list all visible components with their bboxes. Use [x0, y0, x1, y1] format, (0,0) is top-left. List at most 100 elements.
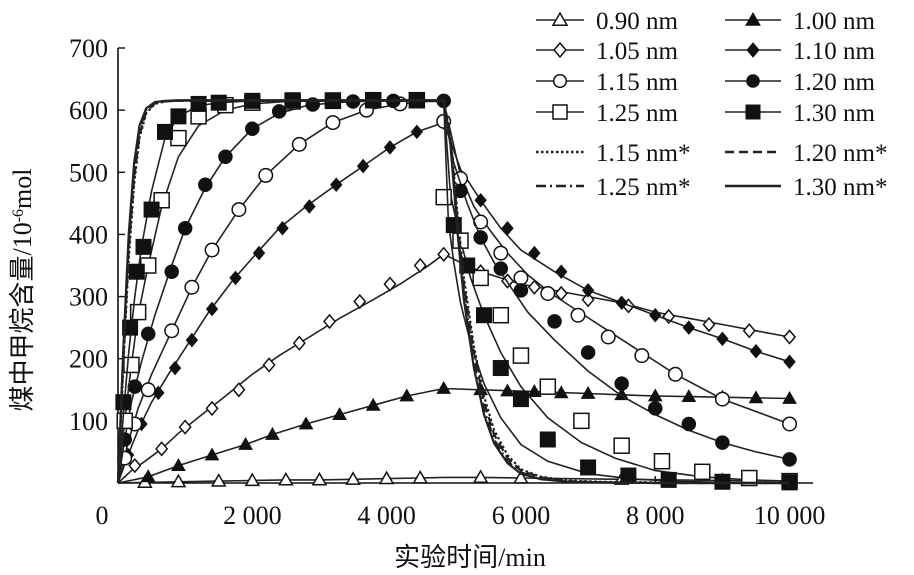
diamond-open-marker [742, 323, 756, 339]
triangle-filled-marker [265, 427, 280, 440]
triangle-open-marker [244, 472, 261, 487]
legend-item: 1.30 nm [725, 100, 876, 127]
diamond-filled-marker [783, 354, 796, 370]
diamond-filled-marker [168, 360, 182, 376]
diamond-open-marker [353, 293, 367, 310]
series-1-30-nm- [116, 99, 790, 485]
x-tick-label: 8 000 [626, 501, 685, 530]
x-tick-label: 6 000 [492, 501, 551, 530]
legend-label: 1.30 nm* [793, 174, 887, 201]
x-tick-label: 10 000 [754, 501, 826, 530]
series-1-10-nm [117, 115, 796, 484]
triangle-filled-marker [782, 390, 797, 404]
square-filled-marker [190, 95, 207, 112]
legend-label: 1.25 nm [596, 100, 679, 127]
x-tick-label: 4 000 [357, 501, 416, 530]
triangle-open-marker [345, 471, 361, 485]
y-tick-label: 200 [69, 345, 108, 374]
diamond-filled-marker [682, 320, 696, 335]
circle-filled-marker [681, 416, 697, 432]
square-filled-marker [620, 467, 637, 484]
square-open-marker [123, 356, 140, 374]
legend-label: 1.20 nm [793, 69, 876, 96]
circle-filled-marker [473, 230, 488, 245]
circle-open-marker [714, 391, 730, 407]
circle-open-marker [204, 242, 220, 258]
triangle-filled-marker [238, 436, 253, 450]
y-axis-label-sup: -6 [10, 209, 27, 222]
diamond-filled-marker [205, 301, 219, 317]
diamond-filled-marker [185, 332, 199, 348]
diamond-open-marker [262, 357, 276, 373]
circle-filled-marker [198, 177, 213, 192]
legend-item: 1.20 nm [725, 69, 876, 96]
square-open-marker [694, 463, 711, 481]
series-1-25-nm [116, 91, 798, 490]
circle-open-marker [231, 202, 247, 218]
triangle-filled-marker [298, 416, 314, 430]
square-filled-marker [170, 108, 187, 125]
diamond-open-marker [553, 41, 567, 59]
diamond-filled-marker [252, 245, 266, 261]
circle-filled-marker [245, 121, 260, 137]
triangle-open-marker [412, 470, 428, 484]
square-filled-marker [135, 238, 152, 255]
legend-label: 0.90 nm [596, 8, 679, 35]
triangle-open-marker [210, 473, 227, 487]
triangle-open-marker [513, 470, 529, 484]
legend-label: 1.15 nm* [596, 140, 690, 167]
circle-open-marker [552, 73, 568, 89]
diamond-filled-marker [581, 283, 595, 298]
diamond-filled-marker [716, 331, 729, 347]
diamond-filled-marker [474, 192, 487, 208]
square-open-marker [472, 269, 489, 287]
triangle-filled-marker [332, 407, 347, 421]
square-open-marker [512, 347, 530, 364]
triangle-filled-marker [527, 384, 542, 398]
diamond-open-marker [178, 419, 192, 435]
circle-filled-marker [493, 261, 509, 276]
legend-label: 1.15 nm [596, 69, 679, 96]
y-tick-label: 100 [69, 407, 108, 436]
triangle-filled-marker [204, 447, 220, 461]
triangle-filled-marker [171, 458, 186, 471]
triangle-open-marker [551, 11, 569, 26]
diamond-filled-marker [383, 140, 397, 155]
circle-filled-marker [453, 183, 468, 199]
series-1-30-nm [115, 92, 798, 491]
y-tick-label: 500 [69, 158, 108, 187]
circle-open-marker [140, 382, 156, 398]
legend: 0.90 nm 1.00 nm 1.05 nm 1.10 nm 1.15 nm 1.20 … [536, 8, 887, 201]
legend-item: 0.90 nm [536, 8, 679, 35]
square-filled-marker [512, 391, 529, 408]
diamond-filled-marker [303, 199, 316, 214]
diamond-open-marker [527, 279, 541, 295]
series-layer [115, 91, 798, 491]
circle-filled-marker [513, 283, 529, 298]
triangle-open-marker [311, 471, 328, 486]
square-filled-marker [210, 94, 227, 111]
triangle-open-marker [472, 469, 489, 484]
square-filled-marker [660, 471, 677, 488]
circle-filled-marker [140, 326, 156, 342]
diamond-open-marker [437, 246, 451, 262]
legend-item: 1.05 nm [536, 38, 679, 65]
diamond-open-marker [581, 292, 595, 308]
legend-label: 1.30 nm [793, 100, 876, 127]
triangle-filled-marker [500, 383, 515, 397]
circle-filled-marker [614, 376, 629, 391]
triangle-filled-marker [553, 385, 569, 399]
x-tick-label: 2 000 [223, 501, 282, 530]
series-line [117, 476, 790, 484]
y-axis-label-main: 煤中甲烷含量/10 [8, 222, 37, 411]
circle-open-marker [634, 348, 650, 364]
circle-open-marker [540, 285, 556, 301]
circle-open-marker [600, 329, 616, 345]
diamond-open-marker [383, 276, 397, 292]
axes: 100 200 300 400 500 600 700 2 000 4 000 6 000 8 00… [69, 34, 825, 530]
circle-open-marker [513, 270, 529, 286]
diamond-open-marker [783, 329, 797, 345]
circle-filled-marker [715, 435, 730, 450]
circle-open-marker [570, 307, 586, 323]
